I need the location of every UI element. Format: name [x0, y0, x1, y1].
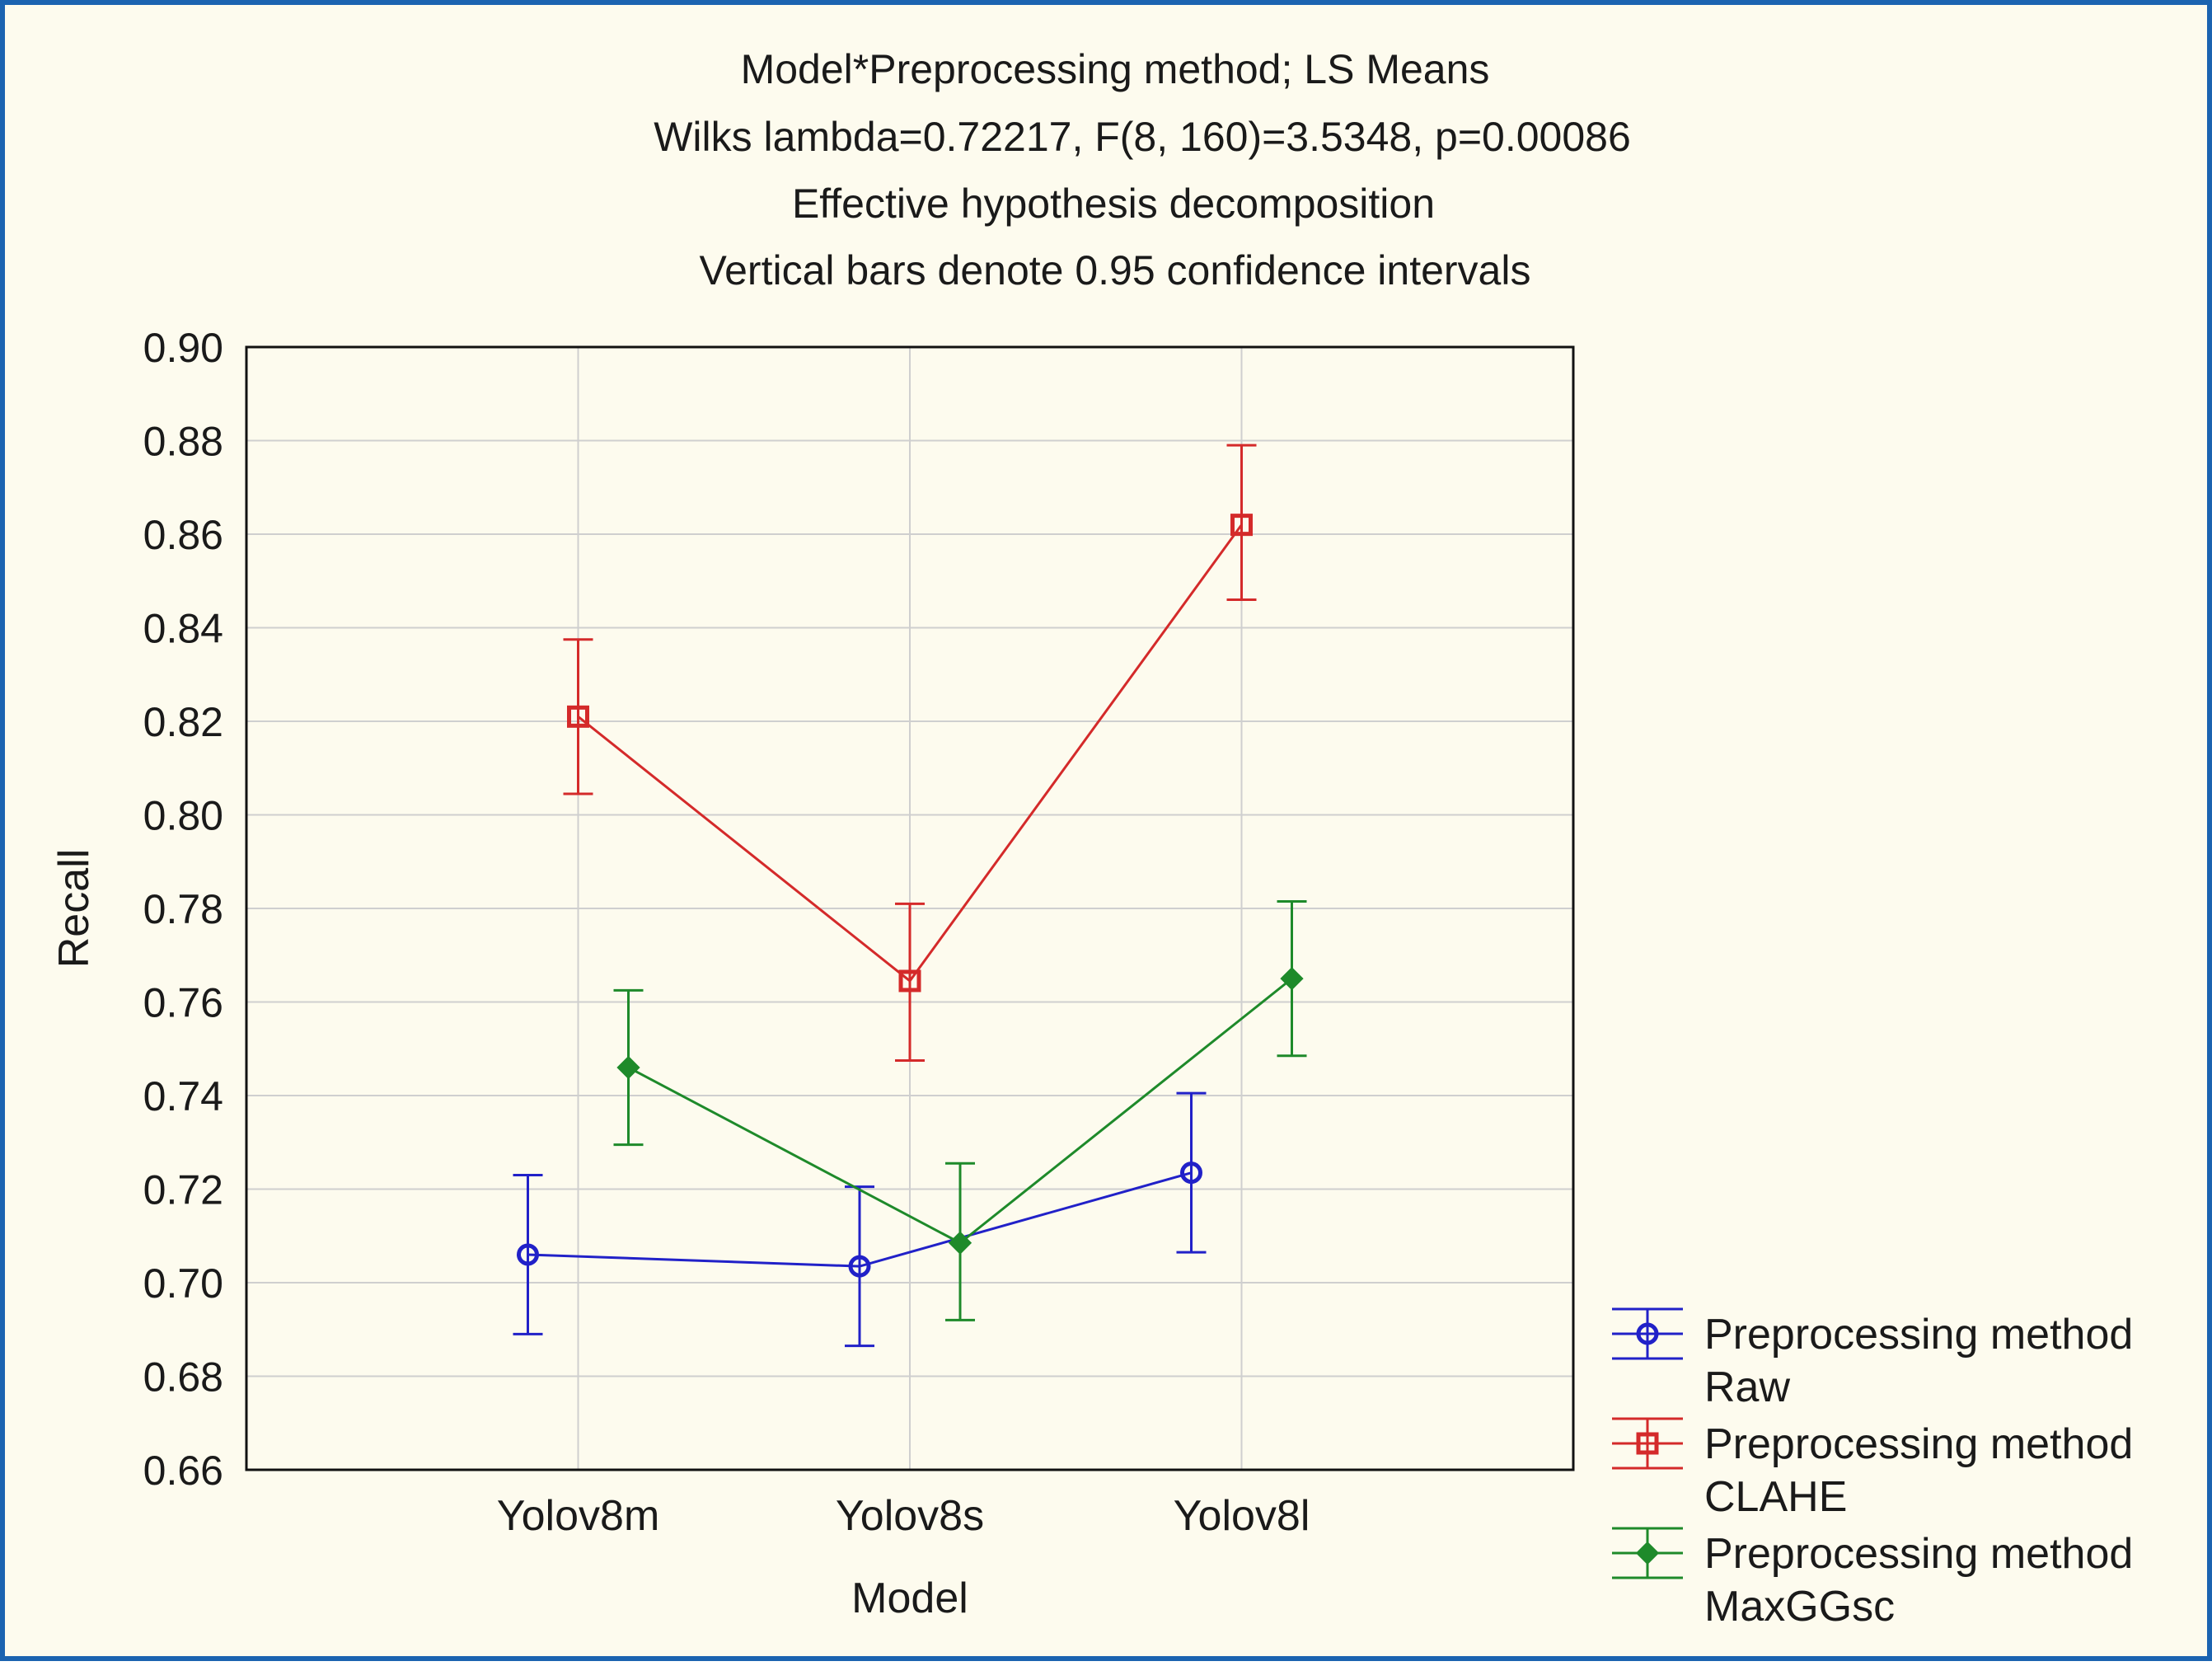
y-tick-label: 0.70: [143, 1260, 223, 1307]
y-tick-label: 0.76: [143, 980, 223, 1026]
data-point-marker: [517, 1243, 539, 1266]
legend-label: Preprocessing method: [1704, 1420, 2133, 1468]
data-series: [513, 443, 1307, 1348]
x-tick-label: Yolov8m: [497, 1492, 660, 1540]
y-tick-label: 0.66: [143, 1448, 223, 1494]
legend-marker: [1636, 1322, 1659, 1345]
y-tick-label: 0.84: [143, 606, 223, 652]
legend-marker: [1636, 1432, 1659, 1455]
data-point-marker: [1280, 967, 1304, 991]
y-tick-label: 0.82: [143, 699, 223, 745]
data-point-marker: [1180, 1162, 1202, 1185]
x-tick-label: Yolov8s: [836, 1492, 984, 1540]
plot-area-border: [245, 345, 1575, 1471]
y-tick-label: 0.74: [143, 1073, 223, 1119]
x-tick-label: Yolov8l: [1174, 1492, 1310, 1540]
chart-subtitle-stats: Wilks lambda=0.72217, F(8, 160)=3.5348, …: [654, 114, 1631, 160]
legend-label: Preprocessing method: [1704, 1311, 2133, 1359]
legend-label-method: CLAHE: [1704, 1473, 1847, 1521]
y-tick-label: 0.80: [143, 793, 223, 839]
legend-item-maxggsc: Preprocessing method MaxGGsc: [1612, 1527, 2133, 1631]
y-tick-label: 0.86: [143, 512, 223, 558]
legend-label: Preprocessing method: [1704, 1530, 2133, 1578]
y-axis-ticks: 0.66 0.68 0.70 0.72 0.74 0.76 0.78 0.80 0.82 0.84…: [143, 325, 223, 1494]
x-axis-label: Model: [851, 1574, 968, 1622]
chart-title: Model*Preprocessing method; LS Means: [741, 46, 1490, 92]
y-tick-label: 0.68: [143, 1354, 223, 1401]
series-maxggsc: [613, 899, 1307, 1321]
legend-item-clahe: Preprocessing method CLAHE: [1612, 1417, 2133, 1521]
data-point-marker: [567, 705, 589, 728]
chart-subtitle-ci-note: Vertical bars denote 0.95 confidence int…: [700, 247, 1531, 293]
data-point-marker: [848, 1255, 871, 1278]
chart-title-block: Model*Preprocessing method; LS Means Wil…: [654, 46, 1631, 293]
data-point-marker: [898, 969, 921, 993]
line-chart: Model*Preprocessing method; LS Means Wil…: [50, 46, 2133, 1631]
y-tick-label: 0.72: [143, 1167, 223, 1213]
series-raw: [513, 1091, 1207, 1348]
legend-marker: [1635, 1541, 1660, 1565]
legend-label-method: MaxGGsc: [1704, 1583, 1895, 1631]
y-axis-label: Recall: [50, 849, 98, 969]
legend-label-method: Raw: [1704, 1363, 1790, 1411]
x-axis-ticks: Yolov8m Yolov8s Yolov8l: [497, 1492, 1310, 1540]
data-point-marker: [1230, 514, 1253, 537]
data-point-marker: [948, 1231, 972, 1255]
y-tick-label: 0.88: [143, 419, 223, 465]
y-tick-label: 0.78: [143, 886, 223, 932]
data-point-marker: [616, 1055, 640, 1080]
chart-subtitle-decomposition: Effective hypothesis decomposition: [792, 181, 1435, 227]
y-tick-label: 0.90: [143, 325, 223, 371]
series-clahe: [563, 443, 1257, 1062]
